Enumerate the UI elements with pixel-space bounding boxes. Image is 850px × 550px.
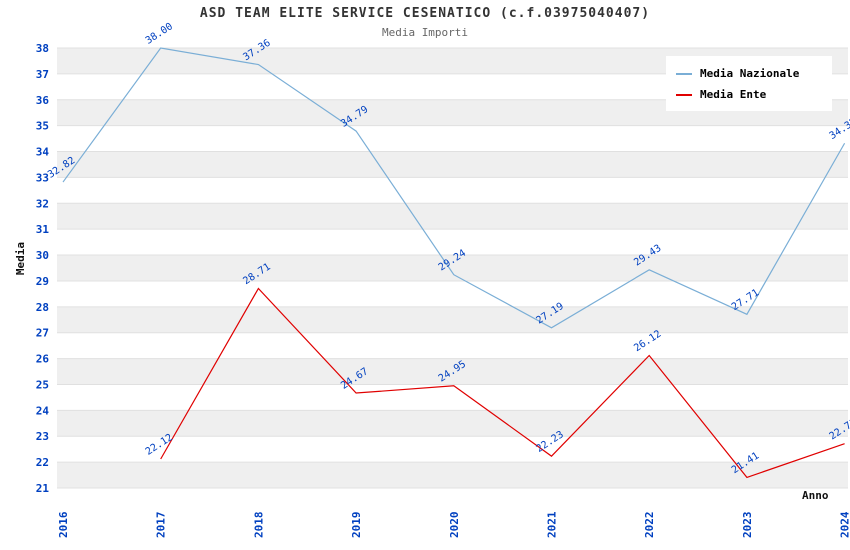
- svg-text:36: 36: [36, 94, 50, 107]
- chart-title: ASD TEAM ELITE SERVICE CESENATICO (c.f.0…: [199, 6, 651, 21]
- line-swatch-nazionale-icon: [676, 72, 692, 75]
- y-axis-title: Media: [14, 241, 28, 276]
- svg-text:27: 27: [36, 327, 49, 340]
- svg-text:33: 33: [36, 171, 49, 184]
- x-axis-title: Anno: [802, 489, 829, 502]
- svg-text:2018: 2018: [252, 512, 265, 539]
- legend-label-media-ente: Media Ente: [700, 88, 767, 101]
- svg-text:24: 24: [36, 404, 50, 417]
- svg-text:25: 25: [36, 378, 49, 391]
- svg-text:2021: 2021: [546, 511, 559, 538]
- svg-text:35: 35: [36, 120, 49, 133]
- legend-label-media-nazionale: Media Nazionale: [700, 67, 800, 80]
- legend-item-media-ente: Media Ente: [676, 88, 822, 101]
- svg-text:26: 26: [36, 353, 50, 366]
- svg-text:22: 22: [36, 456, 49, 469]
- svg-text:38: 38: [36, 42, 49, 55]
- chart-subtitle: Media Importi: [381, 26, 469, 39]
- svg-text:2017: 2017: [155, 512, 168, 539]
- svg-text:28: 28: [36, 301, 49, 314]
- legend: Media Nazionale Media Ente: [666, 56, 832, 111]
- svg-text:37: 37: [36, 68, 49, 81]
- svg-text:23: 23: [36, 430, 49, 443]
- legend-item-media-nazionale: Media Nazionale: [676, 67, 822, 80]
- svg-text:31: 31: [36, 223, 50, 236]
- svg-text:30: 30: [36, 249, 49, 262]
- svg-text:2016: 2016: [57, 511, 70, 538]
- svg-text:2024: 2024: [839, 511, 850, 538]
- svg-text:2022: 2022: [643, 512, 656, 539]
- svg-text:29: 29: [36, 275, 49, 288]
- svg-text:21: 21: [36, 482, 50, 495]
- svg-text:32: 32: [36, 197, 49, 210]
- svg-text:34: 34: [36, 146, 50, 159]
- svg-text:2019: 2019: [350, 512, 363, 539]
- svg-text:2023: 2023: [741, 512, 754, 539]
- line-swatch-ente-icon: [676, 93, 692, 96]
- svg-text:2020: 2020: [448, 512, 461, 539]
